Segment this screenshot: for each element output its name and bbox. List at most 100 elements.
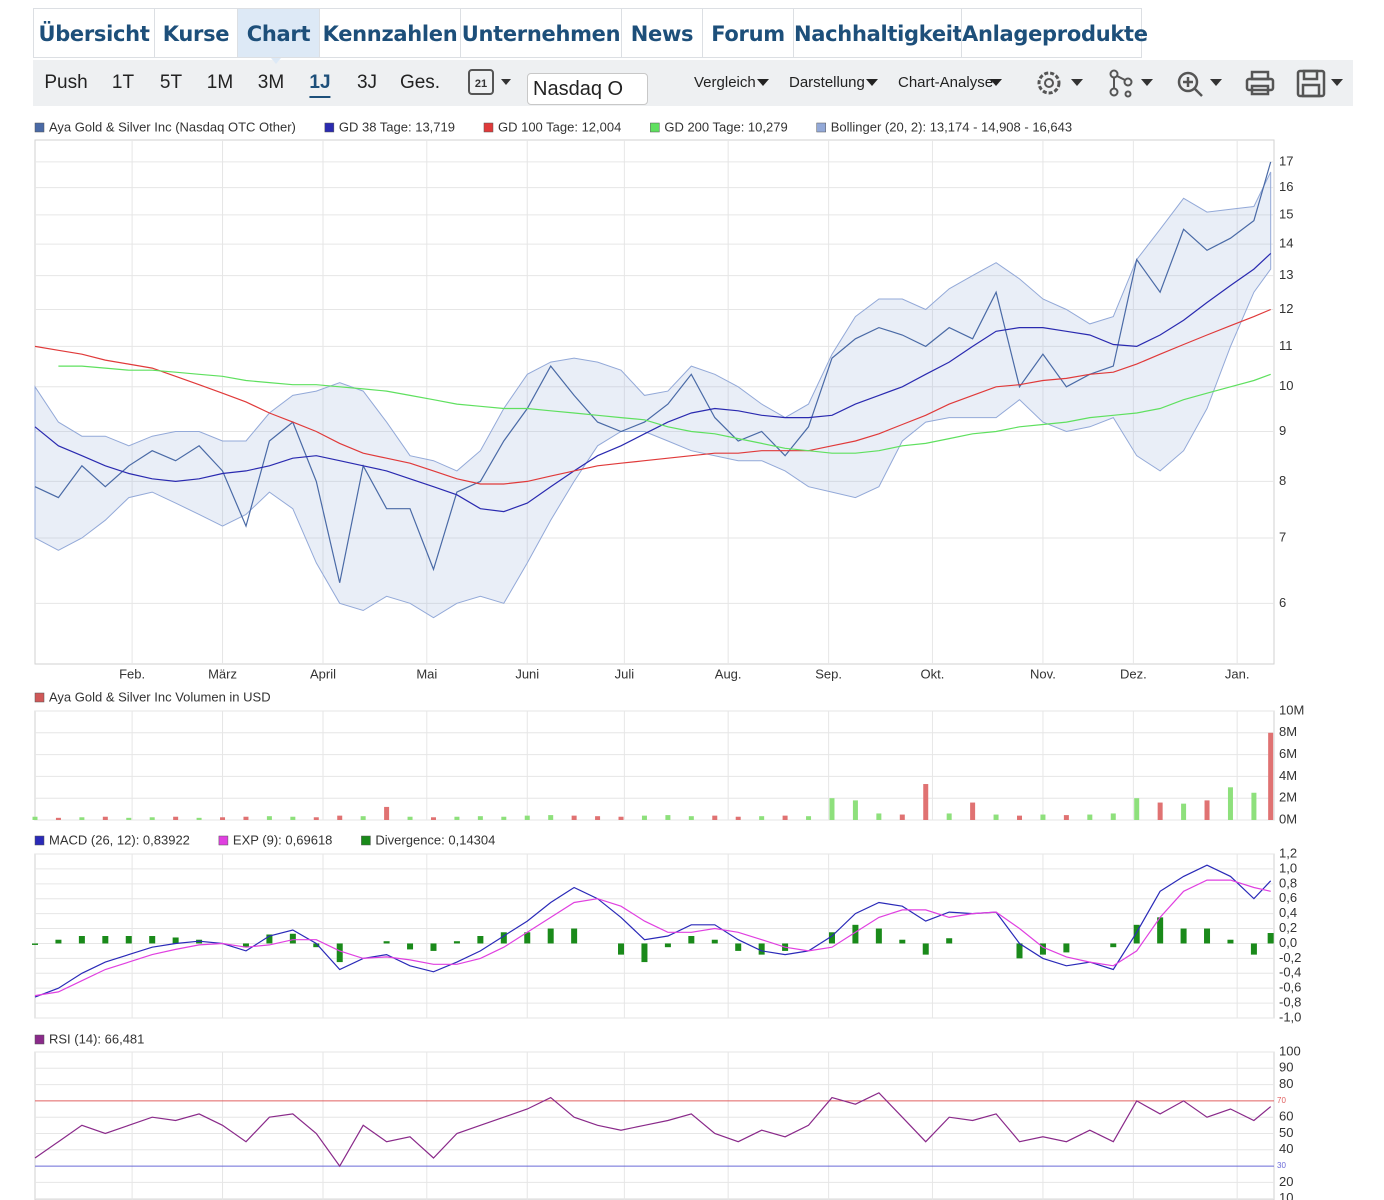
divergence-bar xyxy=(852,924,859,944)
period[interactable]: 5T xyxy=(159,72,183,93)
period[interactable]: Push xyxy=(44,72,88,93)
volume-bar xyxy=(1227,787,1233,820)
divergence-bar xyxy=(149,936,156,944)
tab[interactable]: Nachhaltigkeit xyxy=(793,8,963,58)
period[interactable]: 1T xyxy=(111,72,135,93)
plot-frame xyxy=(34,710,1275,821)
toolbar xyxy=(33,60,1353,106)
divergence-bar xyxy=(1267,933,1274,944)
save-icon[interactable] xyxy=(1296,69,1326,98)
plot-frame xyxy=(34,139,1275,665)
menu[interactable]: Vergleich xyxy=(694,74,756,91)
tab-pointer xyxy=(271,58,281,64)
y-tick-label: 15 xyxy=(1279,206,1293,221)
divergence-bar xyxy=(711,939,718,944)
exchange-select[interactable]: Nasdaq O xyxy=(527,73,648,105)
y-tick-label: 9 xyxy=(1279,423,1286,438)
print-icon[interactable] xyxy=(1245,70,1275,96)
legend-swatch xyxy=(34,692,45,703)
divergence-bar xyxy=(1227,939,1234,944)
legend-label: Aya Gold & Silver Inc Volumen in USD xyxy=(49,689,271,704)
volume-bar xyxy=(1110,813,1116,820)
reference-label: 30 xyxy=(1277,1161,1286,1170)
caret xyxy=(1071,79,1083,86)
y-tick-label: 20 xyxy=(1279,1174,1293,1189)
tab-active[interactable]: Chart xyxy=(237,8,320,58)
volume-bar xyxy=(1017,815,1023,820)
calendar-icon[interactable] xyxy=(468,69,494,95)
volume-bar xyxy=(641,815,647,820)
volume-bar xyxy=(196,817,202,820)
period[interactable]: 3M xyxy=(257,72,285,93)
divergence-bar xyxy=(289,933,296,944)
volume-bar xyxy=(32,816,38,820)
period[interactable]: 3J xyxy=(356,72,378,93)
volume-bar xyxy=(665,815,671,820)
divergence-bar xyxy=(1063,943,1070,953)
volume-bar xyxy=(1134,798,1140,820)
divergence-bar xyxy=(172,937,179,944)
caret xyxy=(990,79,1002,86)
y-tick-label: 10M xyxy=(1279,702,1304,717)
menu[interactable]: Darstellung xyxy=(789,74,865,91)
tab[interactable]: News xyxy=(621,8,703,58)
y-tick-label: 7 xyxy=(1279,529,1286,544)
legend-swatch xyxy=(361,835,371,846)
legend-label: Divergence: 0,14304 xyxy=(375,832,495,847)
volume-bar xyxy=(852,800,858,820)
volume-bar xyxy=(618,816,624,820)
volume-bar xyxy=(1181,803,1187,820)
volume-bar xyxy=(829,798,835,820)
divergence-bar xyxy=(500,932,507,944)
volume-bar xyxy=(759,816,765,820)
legend-swatch xyxy=(483,122,494,133)
volume-bar xyxy=(290,816,296,820)
volume-bar xyxy=(173,816,179,820)
tab[interactable]: Unternehmen xyxy=(460,8,622,58)
caret xyxy=(866,79,878,86)
x-tick-label: April xyxy=(310,666,336,681)
y-tick-label: 0,6 xyxy=(1279,890,1297,905)
divergence-bar xyxy=(125,936,132,944)
indicator-icon[interactable] xyxy=(1109,69,1133,98)
volume-bar xyxy=(735,816,741,820)
y-tick-label: 6 xyxy=(1279,595,1286,610)
divergence-bar xyxy=(1110,943,1117,948)
tab[interactable]: Anlageprodukte xyxy=(961,8,1148,58)
tab[interactable]: Übersicht xyxy=(33,8,155,58)
y-tick-label: 8 xyxy=(1279,473,1286,488)
menu[interactable]: Chart-Analyse xyxy=(898,74,994,91)
y-tick-label: 60 xyxy=(1279,1109,1293,1124)
x-tick-label: Aug. xyxy=(715,666,742,681)
zoom-icon[interactable] xyxy=(1177,71,1203,97)
tab[interactable]: Forum xyxy=(702,8,794,58)
volume-bar xyxy=(126,817,132,820)
legend-label: Aya Gold & Silver Inc (Nasdaq OTC Other) xyxy=(49,119,296,134)
period-active[interactable]: 1J xyxy=(309,70,331,98)
divergence-bar xyxy=(524,932,531,944)
line-series xyxy=(34,161,1272,583)
x-tick-label: Juni xyxy=(515,666,539,681)
period[interactable]: Ges. xyxy=(399,72,441,93)
tab[interactable]: Kurse xyxy=(154,8,238,58)
divergence-bar xyxy=(828,932,835,944)
volume-bar xyxy=(548,815,554,820)
period[interactable]: 1M xyxy=(206,72,234,93)
y-tick-label: 6M xyxy=(1279,746,1297,761)
volume-bar xyxy=(923,784,929,820)
legend-swatch xyxy=(816,122,826,133)
divergence-bar xyxy=(102,936,109,944)
y-tick-label: 0M xyxy=(1279,811,1297,826)
volume-bar xyxy=(102,816,108,820)
tab[interactable]: Kennzahlen xyxy=(319,8,461,58)
calendar-day: 21 xyxy=(475,78,487,90)
divergence-bar xyxy=(922,943,929,955)
x-tick-label: März xyxy=(208,666,237,681)
volume-bar xyxy=(1087,814,1093,820)
x-tick-label: Dez. xyxy=(1120,666,1147,681)
legend-label: Bollinger (20, 2): 13,174 - 14,908 - 16,… xyxy=(831,119,1072,134)
x-tick-label: Juli xyxy=(615,666,635,681)
settings-icon[interactable] xyxy=(1037,71,1061,95)
legend-label: EXP (9): 0,69618 xyxy=(233,832,333,847)
